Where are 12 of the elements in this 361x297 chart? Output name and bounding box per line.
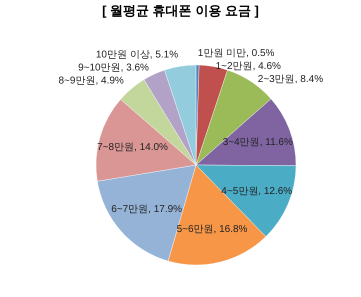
slice-label: 9~10만원, 3.6% <box>78 62 150 74</box>
slice-label: 3~4만원, 11.6% <box>222 136 293 148</box>
slice-label: 7~8만원, 14.0% <box>97 142 168 153</box>
slice-label: 6~7만원, 17.9% <box>111 204 182 215</box>
slice-label: 1~2만원, 4.6% <box>216 61 282 72</box>
slice-label: 5~6만원, 16.8% <box>176 224 248 236</box>
slice-label: 10만원 이상, 5.1% <box>96 49 178 60</box>
slice-label: 1만원 미만, 0.5% <box>198 48 275 60</box>
chart-title: [ 월평균 휴대폰 이용 요금 ] <box>102 3 259 18</box>
slice-label: 4~5만원, 12.6% <box>221 186 292 197</box>
slice-label: 8~9만원, 4.9% <box>58 75 124 86</box>
slice-label: 2~3만원, 8.4% <box>258 74 324 86</box>
